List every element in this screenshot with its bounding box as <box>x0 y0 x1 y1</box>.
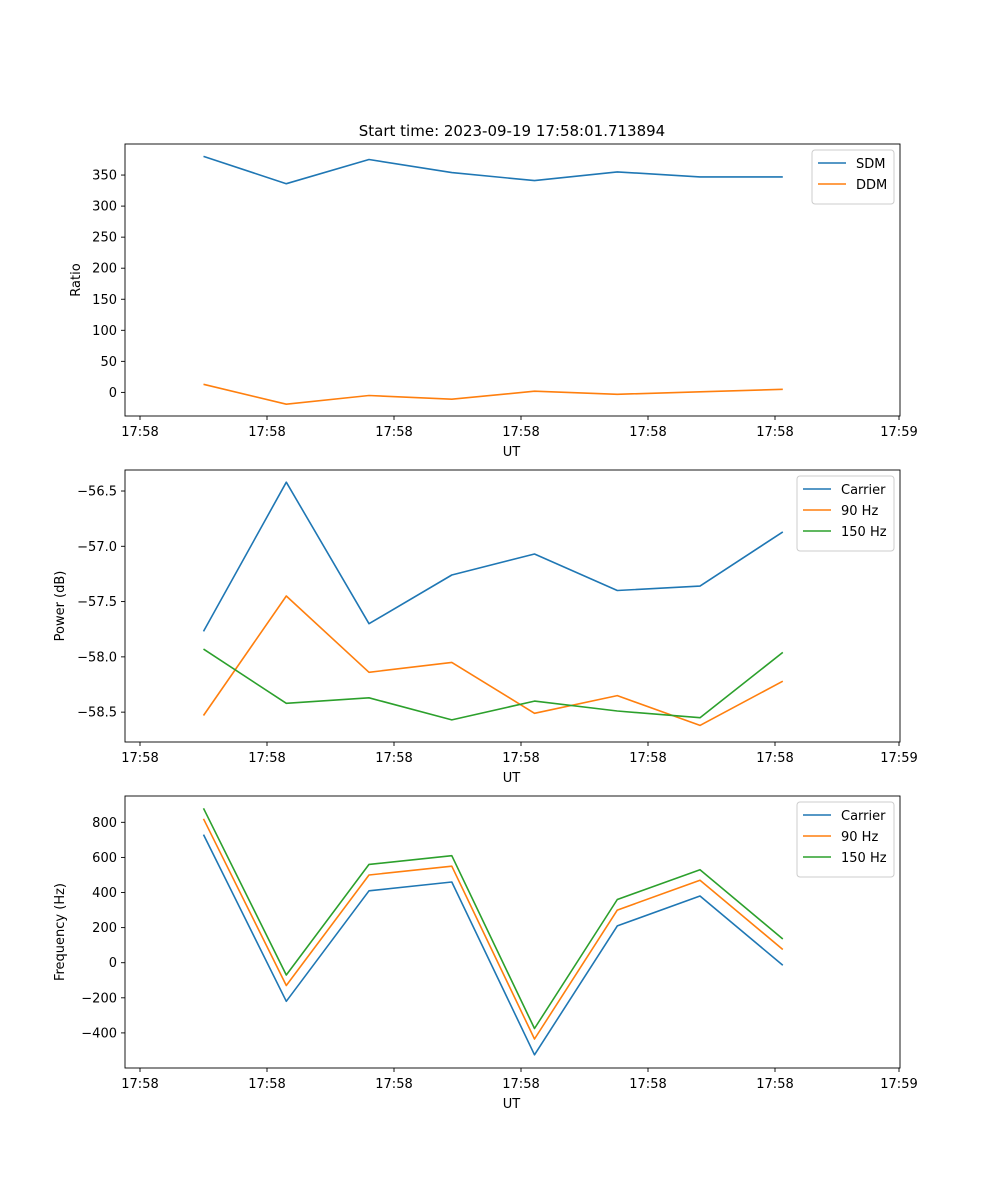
y-tick-label: 100 <box>92 324 117 339</box>
series-line-150-hz <box>202 807 784 1030</box>
legend-box <box>796 475 895 552</box>
x-tick-label: 17:58 <box>629 1077 666 1092</box>
y-tick-label: 400 <box>92 886 117 901</box>
x-tick-label: 17:58 <box>375 425 412 440</box>
series-line-ddm <box>203 383 783 406</box>
y-tick-label: −58.5 <box>77 706 117 721</box>
y-tick-label: 150 <box>92 293 117 308</box>
x-tick-label: 17:59 <box>880 425 917 440</box>
x-tick-label: 17:58 <box>502 751 539 766</box>
y-tick-label: 0 <box>109 386 117 401</box>
x-tick-label: 17:58 <box>121 425 158 440</box>
chart-panel-3: 800 600 400 200 0 −200 −400 17:58 17:58 17:58 17:5… <box>53 795 918 1112</box>
legend-label: 150 Hz <box>841 525 887 540</box>
x-tick-label: 17:58 <box>248 1077 285 1092</box>
y-axis-label: Frequency (Hz) <box>53 883 68 981</box>
x-tick-label: 17:58 <box>248 425 285 440</box>
x-tick-label: 17:58 <box>121 1077 158 1092</box>
series-line-90-hz <box>202 818 784 1040</box>
x-tick-label: 17:58 <box>502 425 539 440</box>
axes-frame <box>124 143 901 417</box>
x-tick-label: 17:58 <box>375 1077 412 1092</box>
series-line-carrier <box>202 834 784 1056</box>
legend-box <box>796 801 895 878</box>
x-axis-label: UT <box>503 1097 521 1112</box>
y-tick-label: 200 <box>92 921 117 936</box>
legend-label: Carrier <box>841 483 886 498</box>
y-tick-label: −400 <box>81 1026 117 1041</box>
legend-label: 90 Hz <box>841 830 878 845</box>
series-line-carrier <box>202 481 784 632</box>
y-tick-label: 200 <box>92 262 117 277</box>
x-tick-label: 17:58 <box>756 1077 793 1092</box>
panels: 0 50 100 150 200 250 300 350 17:58 17:58 17:58 17:5… <box>53 143 918 1112</box>
legend-label: Carrier <box>841 809 886 824</box>
axes-frame <box>124 469 901 743</box>
x-tick-label: 17:58 <box>502 1077 539 1092</box>
axes-frame <box>124 795 901 1069</box>
series-line-90-hz <box>202 595 784 727</box>
figure-title: Start time: 2023-09-19 17:58:01.713894 <box>359 122 665 140</box>
y-tick-label: −200 <box>81 991 117 1006</box>
series-line-150-hz <box>203 648 784 721</box>
chart-panel-1: 0 50 100 150 200 250 300 350 17:58 17:58 17:58 17:5… <box>69 143 918 460</box>
x-tick-label: 17:59 <box>880 1077 917 1092</box>
y-axis-label: Power (dB) <box>53 571 68 642</box>
x-tick-label: 17:58 <box>121 751 158 766</box>
y-tick-label: 50 <box>100 355 117 370</box>
x-tick-label: 17:58 <box>375 751 412 766</box>
legend-label: SDM <box>856 157 885 172</box>
y-tick-label: −57.0 <box>77 540 117 555</box>
legend: Carrier 90 Hz 150 Hz <box>796 475 895 552</box>
y-tick-label: 300 <box>92 200 117 215</box>
y-tick-label: 600 <box>92 851 117 866</box>
x-axis-label: UT <box>503 771 521 786</box>
x-tick-label: 17:58 <box>756 751 793 766</box>
x-tick-label: 17:58 <box>756 425 793 440</box>
x-tick-label: 17:58 <box>629 751 666 766</box>
y-axis-label: Ratio <box>69 263 84 296</box>
x-axis-label: UT <box>503 445 521 460</box>
legend-label: DDM <box>856 178 887 193</box>
legend: Carrier 90 Hz 150 Hz <box>796 801 895 878</box>
y-tick-label: 350 <box>92 169 117 184</box>
series-line-sdm <box>203 155 783 185</box>
chart-panel-2: −56.5 −57.0 −57.5 −58.0 −58.5 17:58 17:58 17:58… <box>53 469 918 786</box>
y-tick-label: −56.5 <box>77 485 117 500</box>
legend-label: 90 Hz <box>841 504 878 519</box>
y-tick-label: −58.0 <box>77 650 117 665</box>
legend: SDM DDM <box>811 149 895 205</box>
x-tick-label: 17:58 <box>248 751 285 766</box>
y-tick-label: 0 <box>109 956 117 971</box>
y-tick-label: 800 <box>92 816 117 831</box>
y-tick-label: 250 <box>92 231 117 246</box>
x-tick-label: 17:58 <box>629 425 666 440</box>
y-tick-label: −57.5 <box>77 595 117 610</box>
legend-label: 150 Hz <box>841 851 887 866</box>
x-tick-label: 17:59 <box>880 751 917 766</box>
